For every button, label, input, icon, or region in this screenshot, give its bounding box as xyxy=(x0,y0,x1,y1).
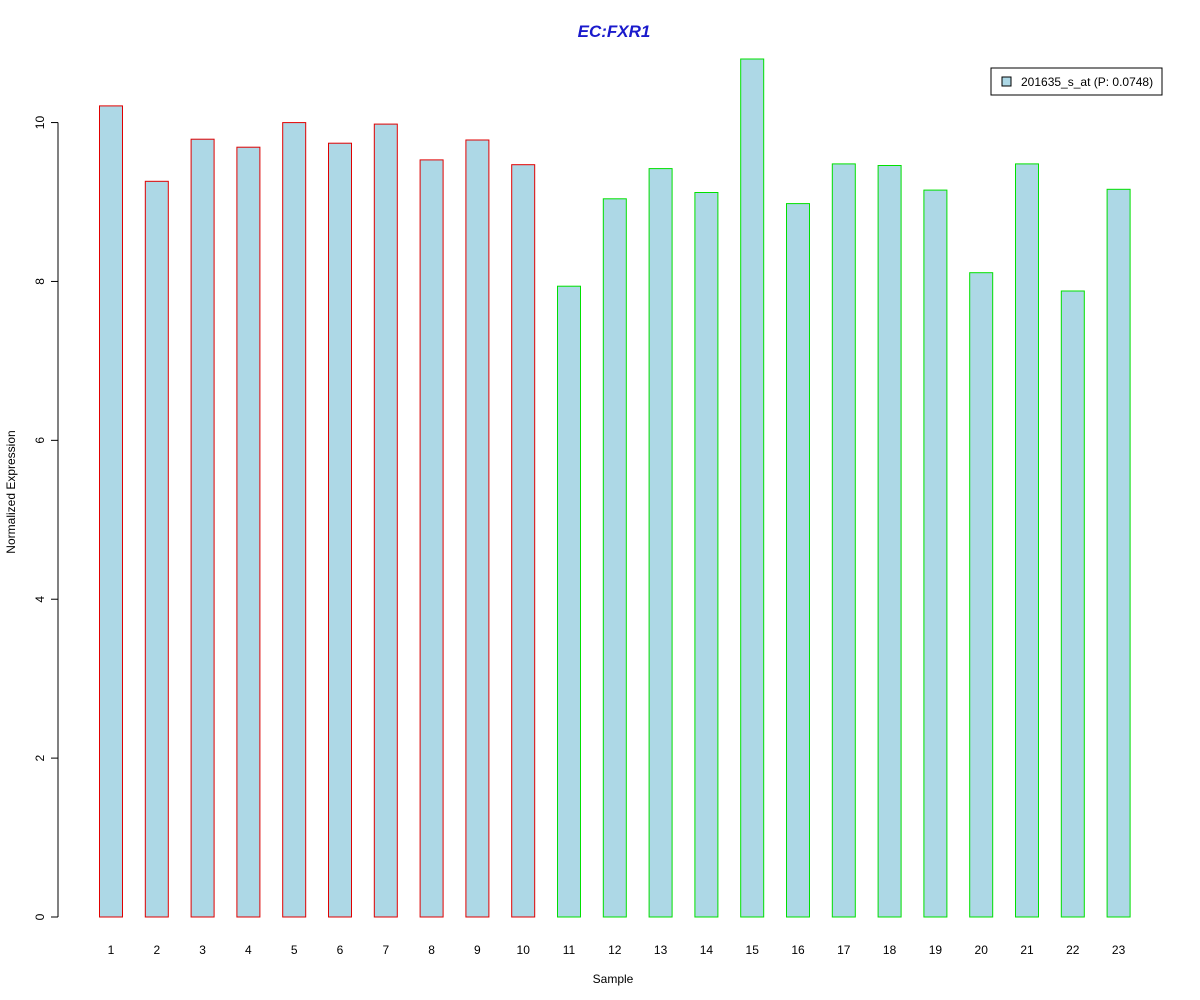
x-tick-label: 4 xyxy=(245,943,252,957)
x-tick-label: 14 xyxy=(700,943,714,957)
x-tick-label: 19 xyxy=(929,943,943,957)
bar-sample-5 xyxy=(282,122,307,918)
legend: 201635_s_at (P: 0.0748) xyxy=(990,67,1163,96)
bar-sample-14 xyxy=(694,192,719,918)
bar-sample-15 xyxy=(740,58,765,918)
bar-sample-3 xyxy=(190,138,215,918)
bar-sample-17 xyxy=(831,163,856,918)
legend-label: 201635_s_at (P: 0.0748) xyxy=(1021,75,1153,89)
x-tick-label: 13 xyxy=(654,943,668,957)
bar-sample-21 xyxy=(1015,163,1039,918)
y-axis: 0 2 4 6 8 10 xyxy=(33,116,59,920)
bar-sample-20 xyxy=(969,272,994,918)
bar-sample-22 xyxy=(1060,290,1085,918)
x-axis: 1 2 3 4 5 6 7 8 9 10 11 12 13 14 15 16 17 18 19 20 21 22 23 xyxy=(108,943,1126,957)
x-tick-label: 9 xyxy=(474,943,481,957)
y-tick-label: 8 xyxy=(33,278,47,285)
x-tick-label: 10 xyxy=(517,943,531,957)
x-tick-label: 8 xyxy=(428,943,435,957)
bar-sample-4 xyxy=(236,146,261,918)
x-tick-label: 6 xyxy=(337,943,344,957)
legend-box xyxy=(990,67,1163,96)
bar-sample-23 xyxy=(1106,188,1131,918)
x-tick-label: 7 xyxy=(382,943,389,957)
bar-sample-11 xyxy=(557,285,581,918)
bar-sample-8 xyxy=(419,159,444,918)
bar-sample-19 xyxy=(923,189,948,918)
y-tick-label: 0 xyxy=(33,913,47,920)
y-axis-label: Normalized Expression xyxy=(4,430,18,553)
x-tick-label: 23 xyxy=(1112,943,1126,957)
x-tick-label: 2 xyxy=(153,943,160,957)
y-tick-label: 2 xyxy=(33,754,47,761)
x-tick-label: 16 xyxy=(791,943,805,957)
chart-title: EC:FXR1 xyxy=(578,22,651,41)
bar-sample-18 xyxy=(877,165,902,918)
x-tick-label: 12 xyxy=(608,943,622,957)
x-tick-label: 22 xyxy=(1066,943,1080,957)
x-tick-label: 5 xyxy=(291,943,298,957)
bar-sample-13 xyxy=(648,168,673,918)
x-tick-label: 11 xyxy=(563,943,576,957)
bar-sample-6 xyxy=(328,142,352,918)
bar-sample-7 xyxy=(373,123,398,918)
bar-sample-10 xyxy=(511,164,536,918)
x-tick-label: 17 xyxy=(837,943,851,957)
y-tick-label: 4 xyxy=(33,596,47,603)
bar-sample-9 xyxy=(465,139,490,918)
bar-sample-12 xyxy=(602,198,627,918)
y-tick-label: 10 xyxy=(33,116,47,130)
x-tick-label: 3 xyxy=(199,943,206,957)
x-tick-label: 18 xyxy=(883,943,897,957)
y-tick-label: 6 xyxy=(33,437,47,444)
bar-sample-16 xyxy=(786,203,810,918)
x-tick-label: 21 xyxy=(1020,943,1034,957)
x-tick-label: 15 xyxy=(746,943,760,957)
x-axis-label: Sample xyxy=(593,972,634,986)
bars-group xyxy=(99,58,1131,918)
legend-swatch xyxy=(1001,76,1012,87)
x-tick-label: 20 xyxy=(975,943,989,957)
bar-sample-2 xyxy=(144,180,169,918)
x-tick-label: 1 xyxy=(108,943,115,957)
bar-sample-1 xyxy=(99,105,123,918)
